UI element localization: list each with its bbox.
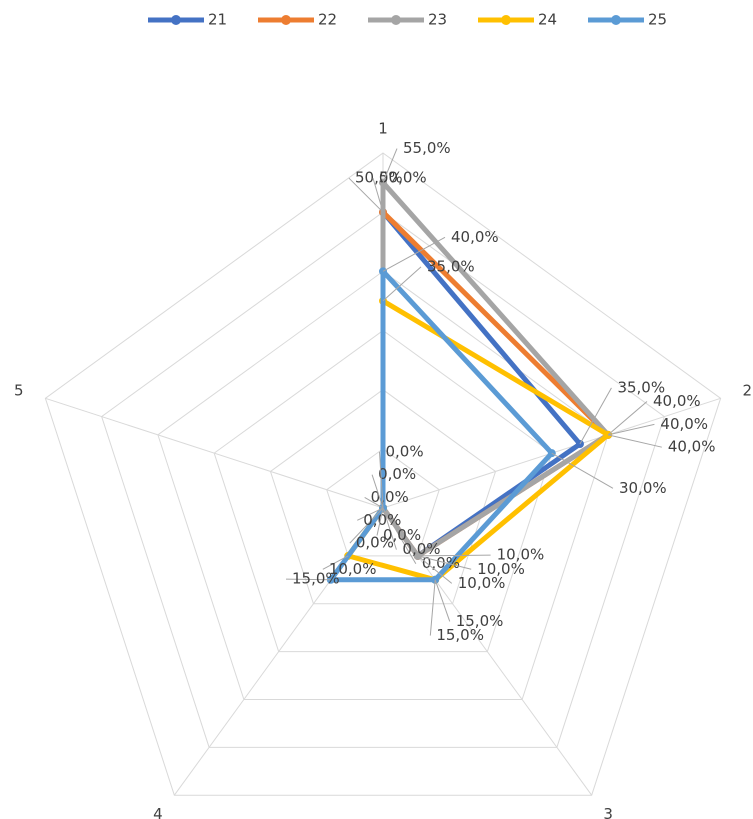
legend-label: 25 [648,11,667,29]
grid-ring [326,448,440,557]
data-label: 50,0% [355,169,403,187]
leader-line [417,555,472,570]
leader-line [417,555,453,584]
legend-marker [501,15,511,25]
category-label: 4 [153,805,163,819]
data-label: 35,0% [427,257,475,275]
leader-line [607,423,655,436]
grid-ring [44,152,722,796]
leader-line [417,554,491,557]
data-label: 30,0% [619,479,667,497]
data-label: 15,0% [292,570,340,588]
leader-line [286,578,331,581]
grid-ring [269,389,497,605]
leader-line [348,177,384,213]
leader-line [378,451,384,509]
data-label: 0,0% [371,488,409,506]
data-label: 35,0% [617,378,665,396]
leader-line [429,579,436,636]
leader-line [382,266,422,302]
data-label: 0,0% [356,534,394,552]
data-label: 10,0% [458,574,506,592]
data-label: 0,0% [385,442,423,460]
leader-line [579,387,612,445]
leader-line [376,507,384,536]
leader-line [551,452,614,489]
category-label: 1 [378,120,388,138]
data-label: 50,0% [379,169,427,187]
grid-ring [101,211,665,748]
legend-label: 21 [208,11,227,29]
leader-line [349,507,384,544]
data-label: 15,0% [456,612,504,630]
data-label: 15,0% [436,626,484,644]
legend-marker [391,15,401,25]
leader-line [382,236,446,272]
leader-line [364,497,384,509]
grid-ring [157,270,609,700]
category-label: 2 [742,381,752,399]
data-label: 40,0% [653,392,701,410]
spoke [45,397,384,509]
leader-line [372,178,384,213]
data-label: 40,0% [451,228,499,246]
data-label: 55,0% [403,139,451,157]
leader-line [322,555,349,570]
leader-line [382,507,397,550]
data-label: 40,0% [660,415,708,433]
category-label: 3 [603,805,613,819]
grid-ring [213,329,553,653]
leader-line [382,507,417,564]
data-label: 0,0% [383,526,421,544]
data-label: 10,0% [477,560,525,578]
legend-label: 22 [318,11,337,29]
category-label: 5 [14,381,24,399]
leader-line [357,507,384,521]
leader-line [371,474,384,509]
leader-line [382,148,398,183]
legend-marker [281,15,291,25]
leader-line [607,434,662,448]
data-label: 10,0% [329,560,377,578]
legend-label: 24 [538,11,557,29]
legend-label: 23 [428,11,447,29]
legend-marker [171,15,181,25]
data-label: 0,0% [422,554,460,572]
data-label: 40,0% [668,438,716,456]
data-label: 0,0% [378,465,416,483]
leader-line [434,579,451,622]
data-label: 0,0% [402,540,440,558]
series-line [328,268,555,583]
data-label: 0,0% [363,511,401,529]
leader-line [607,401,648,436]
legend-marker [611,15,621,25]
data-label: 10,0% [497,546,545,564]
series-line [380,209,583,559]
